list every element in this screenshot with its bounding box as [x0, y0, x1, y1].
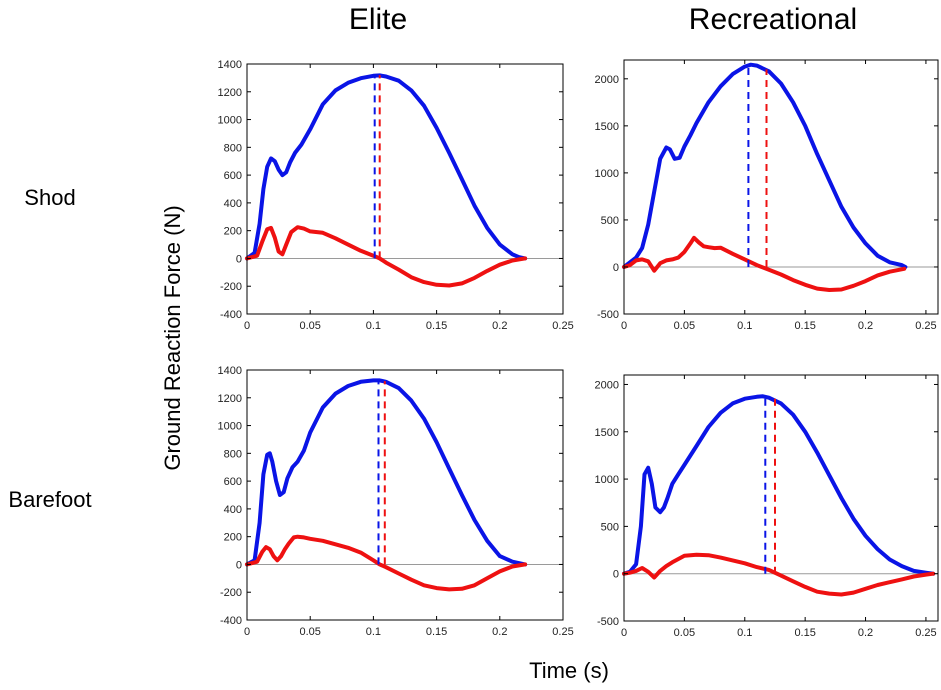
plot-area	[624, 375, 938, 621]
y-tick-label: -500	[597, 309, 619, 321]
x-tick-label: 0	[244, 626, 250, 638]
x-tick-label: 0.05	[299, 320, 320, 332]
y-tick-label: 0	[236, 253, 242, 265]
y-tick-label: -400	[220, 309, 242, 321]
x-tick-label: 0.25	[552, 626, 573, 638]
y-tick-label: 1400	[218, 59, 242, 71]
plot-area	[247, 370, 563, 620]
column-title-elite: Elite	[349, 3, 407, 36]
axes-frame	[623, 59, 939, 315]
x-tick-label: 0.1	[366, 626, 381, 638]
x-tick-label: 0.15	[426, 626, 447, 638]
series-vertical	[245, 73, 528, 261]
panel-elite-shod: 0 0.05 0.1 0.15 0.2 0.25 -400 -200 0 200 400 600 800…	[218, 59, 574, 332]
y-tick-label: 400	[224, 504, 242, 516]
x-tick-label: 0	[244, 320, 250, 332]
x-tick-label: 0.2	[858, 320, 873, 332]
x-tick-label: 0	[621, 627, 627, 639]
y-tick-label: 1000	[218, 115, 242, 127]
y-tick-label: 2000	[595, 74, 619, 86]
y-tick-label: 2000	[595, 379, 619, 391]
x-tick-label: 0.15	[794, 320, 815, 332]
y-tick-label: 500	[601, 521, 619, 533]
row-label-barefoot: Barefoot	[8, 487, 91, 512]
y-tick-label: 1000	[595, 474, 619, 486]
y-tick-label: -200	[220, 281, 242, 293]
x-tick-label: 0.25	[915, 320, 936, 332]
x-tick-label: 0.2	[492, 320, 507, 332]
x-tick-label: 0.05	[674, 627, 695, 639]
series-horizontal	[622, 235, 907, 292]
x-tick-label: 0.25	[552, 320, 573, 332]
column-title-recreational: Recreational	[689, 3, 857, 36]
x-tick-label: 0.1	[366, 320, 381, 332]
row-label-shod: Shod	[24, 185, 75, 210]
y-tick-label: 400	[224, 198, 242, 210]
series-vertical	[622, 62, 908, 269]
x-tick-label: 0.15	[426, 320, 447, 332]
y-tick-label: -200	[220, 587, 242, 599]
y-tick-label: 0	[236, 559, 242, 571]
panel-elite-barefoot: 0 0.05 0.1 0.15 0.2 0.25 -400 -200 0 200 400 600 800…	[218, 365, 574, 638]
y-tick-label: 1500	[595, 427, 619, 439]
y-tick-label: 1200	[218, 393, 242, 405]
x-axis-label: Time (s)	[529, 658, 609, 683]
y-axis-label: Ground Reaction Force (N)	[160, 205, 185, 470]
y-tick-label: 1000	[218, 421, 242, 433]
x-tick-label: 0.25	[915, 627, 936, 639]
y-tick-label: 200	[224, 532, 242, 544]
axes-frame	[246, 369, 564, 621]
x-tick-label: 0.1	[737, 627, 752, 639]
y-tick-label: 1000	[595, 168, 619, 180]
plot-area	[247, 64, 563, 314]
y-tick-label: 0	[613, 569, 619, 581]
series-horizontal	[245, 534, 528, 592]
y-tick-label: 0	[613, 262, 619, 274]
axes-frame	[623, 374, 939, 622]
y-tick-label: 800	[224, 142, 242, 154]
x-tick-label: 0.2	[858, 627, 873, 639]
x-tick-label: 0	[621, 320, 627, 332]
y-tick-label: 600	[224, 476, 242, 488]
x-tick-label: 0.1	[737, 320, 752, 332]
series-vertical	[622, 394, 936, 576]
series-vertical	[245, 378, 528, 567]
y-tick-label: 1500	[595, 121, 619, 133]
y-tick-label: 1400	[218, 365, 242, 377]
y-tick-label: -500	[597, 616, 619, 628]
y-tick-label: 800	[224, 448, 242, 460]
axes-frame	[246, 63, 564, 315]
y-tick-label: -400	[220, 615, 242, 627]
y-tick-label: 200	[224, 226, 242, 238]
series-horizontal	[245, 225, 528, 288]
y-tick-label: 600	[224, 170, 242, 182]
series-horizontal	[622, 552, 936, 597]
y-tick-label: 1200	[218, 87, 242, 99]
x-tick-label: 0.15	[794, 627, 815, 639]
x-tick-label: 0.05	[674, 320, 695, 332]
x-tick-label: 0.05	[299, 626, 320, 638]
x-tick-label: 0.2	[492, 626, 507, 638]
y-tick-label: 500	[601, 215, 619, 227]
